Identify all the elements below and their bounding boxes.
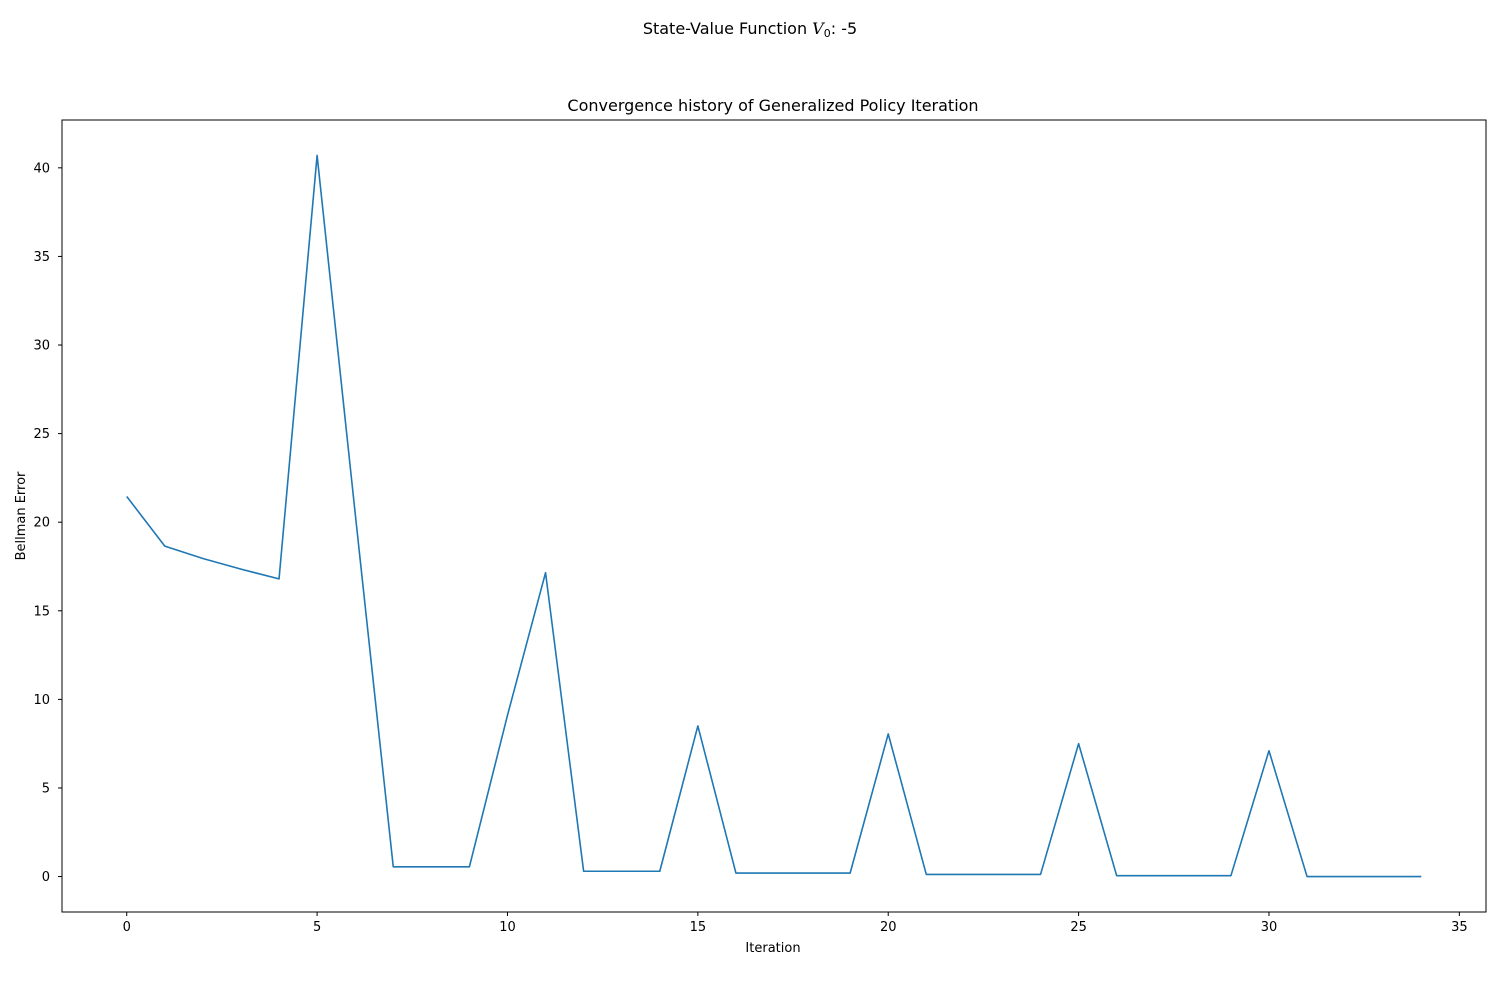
y-tick-label: 25 [33,427,50,442]
y-tick-label: 40 [33,161,50,176]
y-tick-label: 30 [33,339,50,354]
y-axis-ticks: 0 5 10 15 20 25 30 35 40 [33,161,62,885]
x-tick-label: 35 [1451,920,1468,935]
suptitle-prefix: State-Value Function [642,19,813,38]
y-tick-label: 15 [33,604,50,619]
chart-title: Convergence history of Generalized Polic… [567,96,978,115]
y-tick-label: 35 [33,250,50,265]
suptitle-subscript: 0 [823,27,831,40]
x-tick-label: 0 [123,920,131,935]
x-axis-ticks: 0 5 10 15 20 25 30 35 [123,912,1468,935]
x-tick-label: 15 [690,920,707,935]
x-tick-label: 25 [1070,920,1087,935]
x-tick-label: 5 [313,920,321,935]
x-tick-label: 30 [1261,920,1278,935]
figure-suptitle: State-Value Function V0: -5 [0,19,1500,40]
series-line-0 [126,154,1422,878]
axes-frame [61,119,1487,913]
y-axis-label: Bellman Error [14,471,29,560]
suptitle-variable: V [812,19,824,38]
x-tick-label: 10 [499,920,516,935]
y-tick-label: 0 [42,870,50,885]
suptitle-suffix: : -5 [830,19,858,38]
y-tick-label: 10 [33,693,50,708]
y-tick-label: 20 [33,516,50,531]
plot-area [61,119,1487,913]
y-tick-label: 5 [42,781,50,796]
x-axis-label: Iteration [745,941,800,956]
x-tick-label: 20 [880,920,897,935]
